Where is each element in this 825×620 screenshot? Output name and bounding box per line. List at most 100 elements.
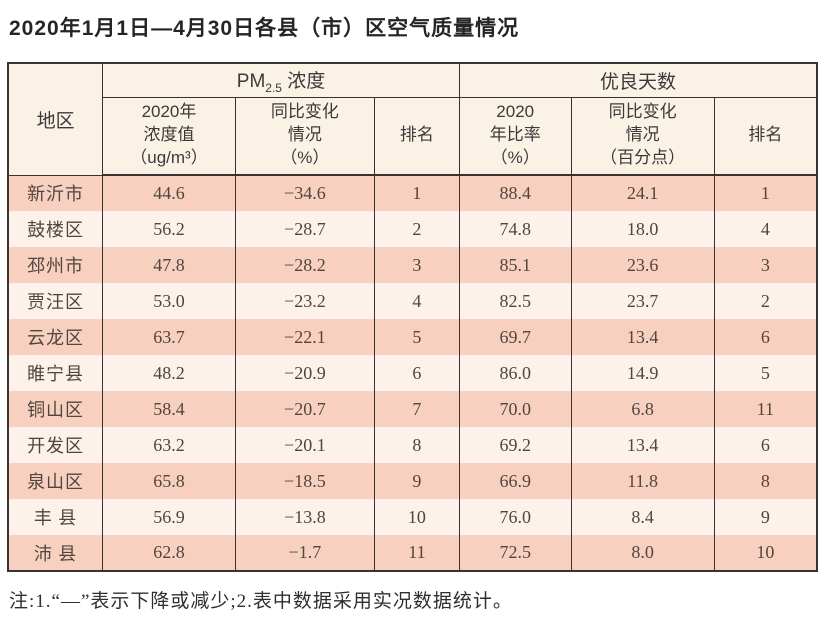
cell-region: 泉山区: [7, 463, 104, 499]
table-row: 邳州市 47.8 −28.2 3 85.1 23.6 3: [7, 247, 818, 283]
cell-pm-value: 44.6: [102, 175, 236, 211]
pm25-label: PM: [236, 70, 266, 92]
cell-good-rank: 4: [713, 211, 818, 247]
cell-good-change: 13.4: [570, 319, 715, 355]
table-row: 睢宁县 48.2 −20.9 6 86.0 14.9 5: [7, 355, 818, 391]
cell-good-rate: 70.0: [458, 391, 572, 427]
air-quality-table: 地区 PM2.5 浓度 优良天数 2020年 浓度值 （ug/m³） 同比变化 …: [7, 62, 818, 572]
table-row: 云龙区 63.7 −22.1 5 69.7 13.4 6: [7, 319, 818, 355]
cell-region: 丰 县: [7, 499, 104, 535]
cell-good-rank: 6: [713, 427, 818, 463]
cell-good-change: 6.8: [570, 391, 715, 427]
cell-pm-rank: 9: [373, 463, 460, 499]
table-row: 贾汪区 53.0 −23.2 4 82.5 23.7 2: [7, 283, 818, 319]
cell-good-change: 14.9: [570, 355, 715, 391]
header-pm-value: 2020年 浓度值 （ug/m³）: [102, 97, 236, 176]
cell-pm-rank: 11: [373, 535, 460, 571]
cell-pm-change: −23.2: [234, 283, 375, 319]
cell-good-rank: 10: [713, 535, 818, 571]
cell-good-change: 13.4: [570, 427, 715, 463]
cell-good-change: 23.6: [570, 247, 715, 283]
cell-pm-rank: 4: [373, 283, 460, 319]
cell-good-rank: 6: [713, 319, 818, 355]
header-group-row: 地区 PM2.5 浓度 优良天数: [7, 63, 818, 176]
cell-pm-value: 63.7: [102, 319, 236, 355]
cell-pm-value: 62.8: [102, 535, 236, 571]
header-good-rate: 2020 年比率 （%）: [458, 97, 572, 176]
table-row: 鼓楼区 56.2 −28.7 2 74.8 18.0 4: [7, 211, 818, 247]
header-region: 地区: [7, 63, 104, 176]
table-row: 沛 县 62.8 −1.7 11 72.5 8.0 10: [7, 535, 818, 571]
cell-good-rate: 69.7: [458, 319, 572, 355]
cell-pm-change: −1.7: [234, 535, 375, 571]
cell-pm-change: −28.2: [234, 247, 375, 283]
header-columns-row: 2020年 浓度值 （ug/m³） 同比变化 情况 （%） 排名 2020 年比…: [8, 97, 818, 176]
header-good-rank: 排名: [713, 97, 818, 176]
cell-pm-rank: 6: [373, 355, 460, 391]
cell-pm-change: −20.7: [234, 391, 375, 427]
cell-good-change: 8.4: [570, 499, 715, 535]
cell-region: 沛 县: [7, 535, 104, 571]
table-row: 铜山区 58.4 −20.7 7 70.0 6.8 11: [7, 391, 818, 427]
cell-pm-change: −34.6: [234, 175, 375, 211]
cell-good-rate: 88.4: [458, 175, 572, 211]
cell-good-rate: 72.5: [458, 535, 572, 571]
table-row: 开发区 63.2 −20.1 8 69.2 13.4 6: [7, 427, 818, 463]
cell-region: 贾汪区: [7, 283, 104, 319]
page-title: 2020年1月1日—4月30日各县（市）区空气质量情况: [9, 17, 520, 40]
cell-good-change: 11.8: [570, 463, 715, 499]
cell-pm-rank: 3: [373, 247, 460, 283]
cell-good-rank: 9: [713, 499, 818, 535]
cell-good-rate: 82.5: [458, 283, 572, 319]
cell-region: 邳州市: [7, 247, 104, 283]
cell-good-rate: 74.8: [458, 211, 572, 247]
cell-good-change: 18.0: [570, 211, 715, 247]
cell-pm-change: −22.1: [234, 319, 375, 355]
cell-pm-change: −13.8: [234, 499, 375, 535]
cell-pm-rank: 2: [373, 211, 460, 247]
cell-region: 开发区: [7, 427, 104, 463]
cell-good-rate: 69.2: [458, 427, 572, 463]
header-pm25-group: PM2.5 浓度: [102, 63, 460, 98]
cell-pm-change: −18.5: [234, 463, 375, 499]
cell-good-rank: 3: [713, 247, 818, 283]
cell-good-rank: 8: [713, 463, 818, 499]
header-pm-rank: 排名: [373, 97, 460, 176]
cell-region: 铜山区: [7, 391, 104, 427]
footnote: 注:1.“—”表示下降或减少;2.表中数据采用实况数据统计。: [9, 591, 513, 612]
cell-good-rate: 86.0: [458, 355, 572, 391]
cell-pm-value: 48.2: [102, 355, 236, 391]
cell-good-rank: 1: [713, 175, 818, 211]
cell-pm-value: 58.4: [102, 391, 236, 427]
header-pm-change: 同比变化 情况 （%）: [234, 97, 375, 176]
cell-pm-value: 56.9: [102, 499, 236, 535]
cell-good-rate: 76.0: [458, 499, 572, 535]
cell-pm-value: 53.0: [102, 283, 236, 319]
cell-pm-value: 56.2: [102, 211, 236, 247]
cell-good-change: 8.0: [570, 535, 715, 571]
cell-pm-change: −20.1: [234, 427, 375, 463]
cell-region: 新沂市: [7, 175, 104, 211]
cell-good-rate: 85.1: [458, 247, 572, 283]
cell-good-rank: 2: [713, 283, 818, 319]
cell-pm-rank: 8: [373, 427, 460, 463]
cell-pm-value: 65.8: [102, 463, 236, 499]
cell-pm-value: 47.8: [102, 247, 236, 283]
cell-pm-rank: 1: [373, 175, 460, 211]
cell-good-rate: 66.9: [458, 463, 572, 499]
cell-pm-rank: 10: [373, 499, 460, 535]
pm25-subscript: 2.5: [265, 80, 282, 95]
header-good-change: 同比变化 情况 （百分点）: [570, 97, 715, 176]
cell-region: 鼓楼区: [7, 211, 104, 247]
cell-region: 云龙区: [7, 319, 104, 355]
table-row: 泉山区 65.8 −18.5 9 66.9 11.8 8: [7, 463, 818, 499]
cell-pm-change: −28.7: [234, 211, 375, 247]
cell-pm-change: −20.9: [234, 355, 375, 391]
cell-region: 睢宁县: [7, 355, 104, 391]
cell-pm-value: 63.2: [102, 427, 236, 463]
pm25-label-suffix: 浓度: [281, 70, 326, 92]
cell-good-rank: 11: [713, 391, 818, 427]
cell-good-rank: 5: [713, 355, 818, 391]
cell-good-change: 24.1: [570, 175, 715, 211]
